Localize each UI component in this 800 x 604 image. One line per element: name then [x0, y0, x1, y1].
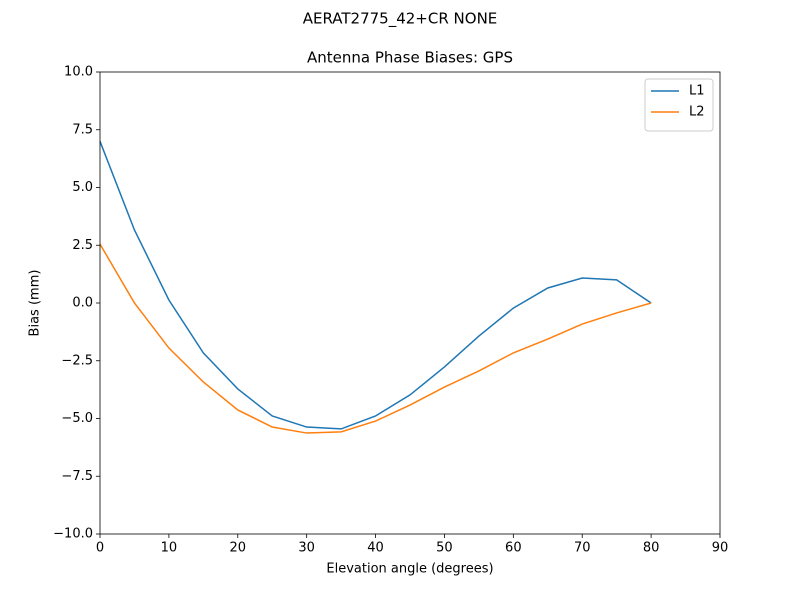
x-tick-label: 30 — [298, 541, 315, 556]
x-tick-label: 80 — [643, 541, 660, 556]
x-tick-label: 0 — [96, 541, 104, 556]
legend-label: L1 — [689, 84, 705, 99]
legend-label: L2 — [689, 105, 705, 120]
y-tick-label: −2.5 — [61, 353, 93, 368]
chart-title: Antenna Phase Biases: GPS — [307, 49, 513, 67]
y-axis-label: Bias (mm) — [28, 270, 43, 337]
legend-box — [644, 78, 714, 132]
y-tick-label: −5.0 — [61, 411, 93, 426]
x-axis-label: Elevation angle (degrees) — [326, 562, 493, 577]
y-tick-label: 0.0 — [72, 296, 93, 311]
y-tick-label: 5.0 — [72, 180, 93, 195]
x-tick-label: 60 — [505, 541, 522, 556]
series-line — [99, 141, 652, 430]
x-tick-label: 70 — [574, 541, 591, 556]
suptitle: AERAT2775_42+CR NONE — [303, 10, 498, 29]
y-tick-label: 7.5 — [72, 122, 93, 137]
x-tick-label: 40 — [367, 541, 384, 556]
plot-frame — [99, 71, 721, 535]
y-tick-label: −7.5 — [61, 469, 93, 484]
x-tick-label: 50 — [436, 541, 453, 556]
x-tick-label: 90 — [712, 541, 729, 556]
x-tick-label: 10 — [161, 541, 178, 556]
series-line — [99, 243, 652, 434]
y-tick-label: 10.0 — [64, 65, 93, 80]
y-tick-label: 2.5 — [72, 238, 93, 253]
y-tick-label: −10.0 — [53, 527, 93, 542]
x-tick-label: 20 — [230, 541, 247, 556]
